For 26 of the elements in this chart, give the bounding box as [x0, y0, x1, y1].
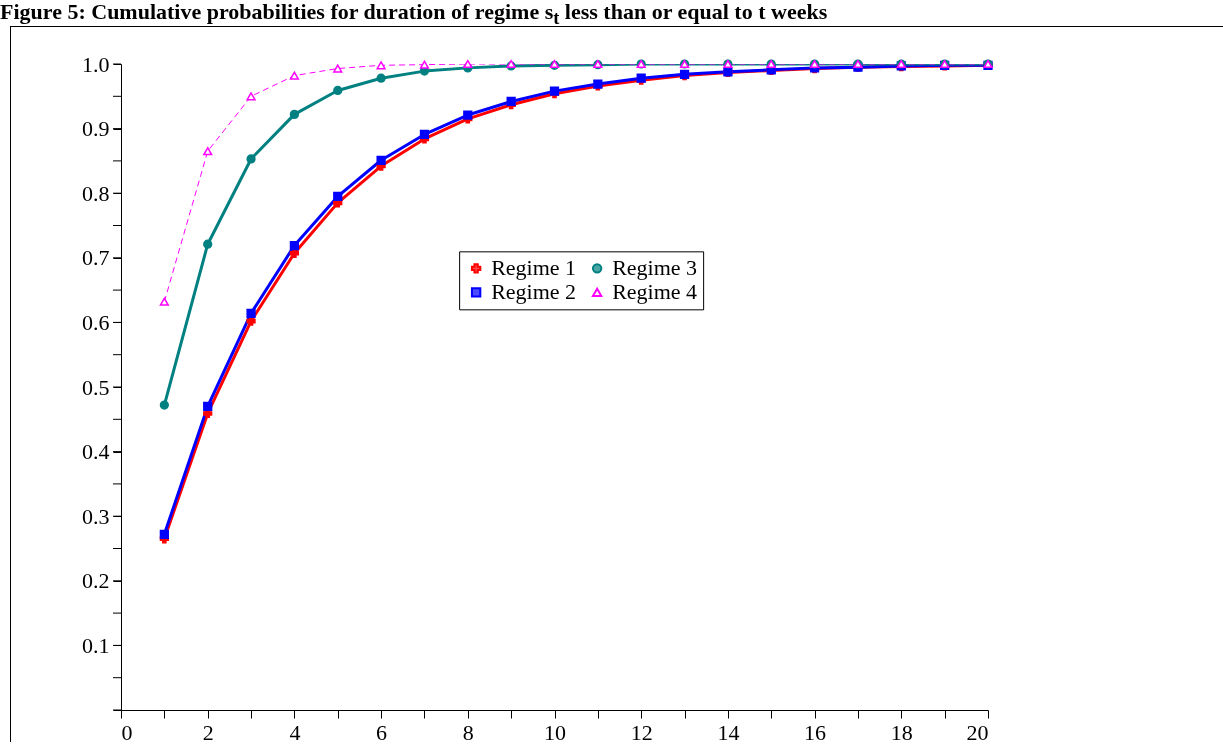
y-tick-label: 0.1 — [82, 632, 110, 658]
y-tick-label: 0.3 — [82, 503, 110, 529]
y-tick-label: 0.7 — [82, 245, 110, 271]
x-tick-label: 20 — [966, 719, 989, 744]
x-tick-label: 8 — [462, 719, 474, 744]
x-tick-label: 4 — [289, 719, 301, 744]
legend-label: Regime 3 — [612, 255, 698, 281]
x-tick-label: 16 — [804, 719, 827, 744]
x-tick-label: 0 — [121, 719, 133, 744]
x-tick-label: 10 — [544, 719, 566, 744]
x-tick-label: 6 — [376, 719, 388, 744]
y-tick-label: 0.6 — [82, 309, 110, 335]
x-tick-label: 18 — [890, 719, 913, 744]
y-tick-label: 0.5 — [82, 374, 110, 400]
y-tick-label: 0.4 — [82, 439, 110, 465]
y-tick-label: 0.9 — [82, 116, 110, 142]
x-tick-label: 14 — [717, 719, 740, 744]
x-tick-label: 12 — [630, 719, 653, 744]
legend-label: Regime 2 — [491, 279, 577, 305]
legend-label: Regime 1 — [491, 255, 577, 281]
x-tick-label: 2 — [202, 719, 214, 744]
legend-label: Regime 4 — [612, 279, 698, 305]
y-tick-label: 1.0 — [82, 51, 110, 77]
y-tick-label: 0.8 — [82, 180, 110, 206]
y-tick-label: 0.2 — [82, 568, 110, 594]
chart-title: Figure 5: Cumulative probabilities for duration of regime s$_{t}$ less than or equal to t weeks — [0, 0, 828, 31]
